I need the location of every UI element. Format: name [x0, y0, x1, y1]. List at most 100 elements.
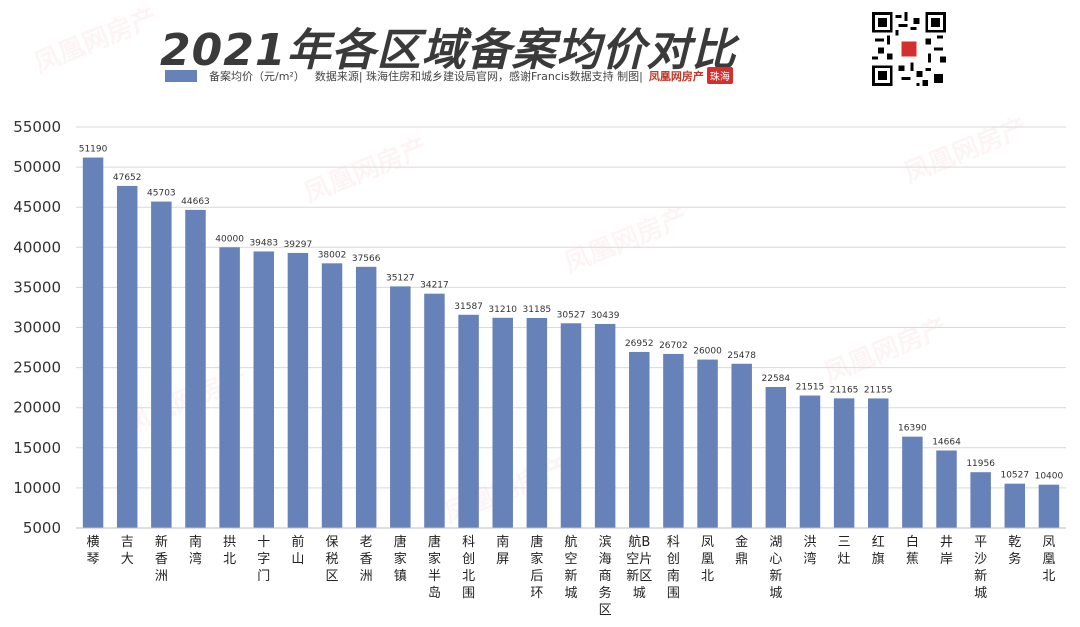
bar [936, 450, 957, 528]
data-label: 40000 [215, 234, 244, 244]
data-label: 30439 [591, 311, 620, 321]
data-label: 21155 [864, 385, 893, 395]
y-tick-label: 30000 [13, 319, 61, 337]
y-tick-label: 10000 [13, 479, 61, 497]
bar [526, 317, 548, 528]
data-label: 39483 [249, 238, 278, 248]
data-label: 21515 [796, 383, 825, 393]
x-category-label: 北 [223, 552, 236, 567]
x-category-label: 城 [974, 586, 987, 601]
data-label: 10400 [1035, 472, 1064, 482]
x-category-label: 三 [838, 535, 851, 550]
y-tick-label: 5000 [23, 519, 61, 537]
x-category-label: 山 [291, 552, 304, 567]
data-label: 30527 [557, 310, 586, 320]
data-label: 39297 [284, 240, 313, 250]
chart-title: 2021年各区域备案均价对比 [160, 25, 737, 76]
x-category-label: 创 [462, 552, 475, 567]
bar [253, 251, 274, 528]
bar [287, 252, 309, 529]
x-category-label: 红 [872, 534, 885, 550]
legend: 备案均价（元/m²） 数据来源| 珠海住房和城乡建设局官网，感谢Francis数… [165, 67, 733, 84]
x-category-label: 围 [667, 586, 680, 601]
x-category-label: 保 [326, 535, 339, 550]
x-category-label: 屏 [496, 552, 509, 567]
x-category-label: 井 [940, 535, 953, 550]
bar [1038, 484, 1060, 528]
x-category-label: 平 [974, 535, 987, 550]
x-category-label: 滨 [599, 534, 612, 550]
bar [868, 398, 889, 528]
data-label: 10527 [1000, 471, 1029, 481]
x-category-label: 新 [155, 534, 168, 550]
x-category-label: 灶 [838, 552, 851, 567]
x-category-label: 区 [599, 603, 612, 618]
y-tick-label: 50000 [13, 158, 61, 176]
y-tick-label: 35000 [13, 278, 61, 296]
bar [321, 263, 343, 528]
x-category-label: 航 [564, 534, 577, 550]
y-tick-label: 40000 [13, 238, 61, 256]
x-category-label: 创 [667, 552, 680, 567]
x-category-label: 沙 [974, 552, 987, 567]
qr-code-icon [872, 12, 946, 86]
data-label: 34217 [420, 281, 449, 291]
bar [697, 359, 718, 528]
y-tick-label: 55000 [13, 118, 61, 136]
city-badge: 珠海 [706, 67, 733, 84]
x-category-label: 半 [428, 569, 441, 584]
bar [355, 266, 377, 528]
x-category-label: 南 [189, 534, 202, 550]
x-category-label: 横 [87, 535, 100, 550]
x-category-label: 拱 [223, 535, 236, 550]
x-category-label: 新 [564, 568, 577, 584]
x-category-label: 南 [667, 568, 680, 584]
bar [116, 185, 138, 528]
data-label: 31210 [488, 305, 517, 315]
data-label: 31587 [454, 302, 483, 312]
x-category-label: 城 [633, 586, 646, 601]
x-category-label: 老 [360, 535, 373, 550]
x-category-label: 凰 [701, 552, 714, 567]
bar [970, 472, 991, 528]
x-category-label: 后 [530, 569, 543, 584]
x-category-label: 税 [326, 552, 339, 567]
data-label: 25478 [727, 351, 756, 361]
data-label: 26702 [659, 341, 688, 351]
bar [765, 386, 787, 528]
x-category-label: 洲 [155, 569, 168, 584]
x-category-label: 白 [906, 534, 919, 550]
x-category-label: 湾 [189, 551, 202, 567]
bar [833, 398, 855, 528]
legend-swatch [165, 69, 197, 82]
bar [731, 363, 752, 528]
x-category-label: 空 [564, 552, 577, 567]
x-category-label: 务 [1008, 551, 1021, 567]
x-category-label: 科 [462, 535, 475, 550]
x-category-label: 北 [1042, 569, 1055, 584]
data-label: 35127 [386, 273, 415, 283]
x-category-label: 鼎 [735, 552, 748, 567]
x-category-label: 门 [257, 569, 270, 584]
data-label: 22584 [762, 374, 791, 384]
bar [185, 209, 206, 528]
x-category-label: 城 [769, 586, 782, 601]
data-label: 44663 [181, 197, 210, 207]
x-category-label: 航B [628, 534, 650, 550]
x-category-label: 湖 [769, 535, 782, 550]
publisher-logo: 凤凰网房产 [648, 69, 704, 83]
x-category-label: 字 [257, 552, 270, 567]
x-category-label: 新 [974, 568, 987, 584]
bar [594, 323, 616, 528]
x-category-label: 新区 [626, 568, 652, 584]
x-category-label: 家 [530, 551, 543, 567]
data-label: 21165 [830, 385, 859, 395]
x-category-label: 镇 [394, 569, 407, 584]
x-category-label: 务 [599, 585, 612, 601]
bar [390, 286, 411, 528]
x-category-label: 十 [257, 535, 270, 550]
x-category-label: 岛 [428, 585, 441, 601]
data-label: 16390 [898, 424, 927, 434]
x-category-label: 唐 [428, 534, 441, 550]
